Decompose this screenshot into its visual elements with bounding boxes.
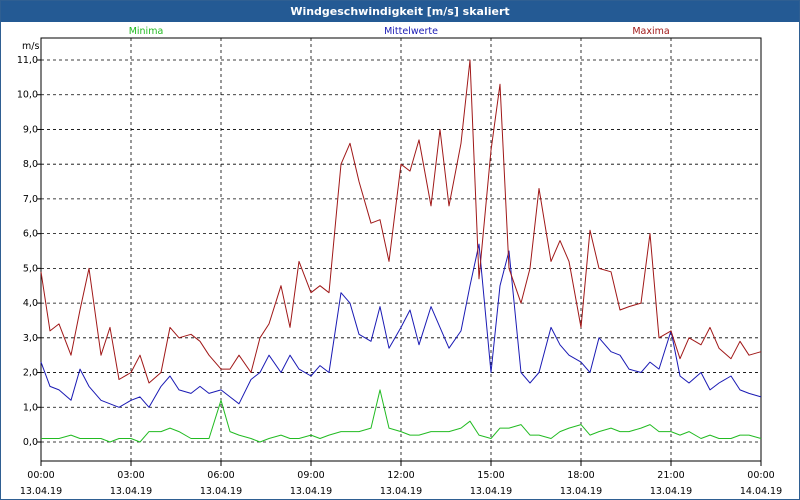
y-tick-label: 6,0 [23, 229, 38, 240]
series-line-mittelwerte [40, 243, 762, 408]
x-tick-date-label: 13.04.19 [290, 486, 332, 497]
x-tick-date-label: 13.04.19 [380, 486, 422, 497]
series-line-maxima [40, 59, 762, 384]
x-tick-time-label: 09:00 [297, 470, 324, 481]
x-tick-date-label: 13.04.19 [650, 486, 692, 497]
y-tick-label: 9,0 [23, 124, 38, 135]
y-tick-label: 7,0 [23, 194, 38, 205]
x-tick-time-label: 18:00 [567, 470, 594, 481]
legend: Minima Mittelwerte Maxima [129, 26, 670, 37]
y-tick-label: 1,0 [23, 402, 38, 413]
x-tick-date-label: 14.04.19 [740, 486, 782, 497]
y-axis-unit: m/s [22, 41, 39, 52]
x-axis: 00:00 13.04.19 03:00 13.04.19 06:00 13.04.19 0… [20, 461, 782, 497]
y-tick-label: 0,0 [23, 437, 38, 448]
x-tick-time-label: 06:00 [207, 470, 234, 481]
series-line-minima [41, 389, 762, 443]
legend-entry-minima: Minima [129, 26, 164, 37]
x-tick-date-label: 13.04.19 [110, 486, 152, 497]
y-tick-label: 10,0 [17, 90, 38, 101]
y-tick-label: 2,0 [23, 368, 38, 379]
x-tick-time-label: 00:00 [27, 470, 54, 481]
legend-entry-maxima: Maxima [632, 26, 669, 37]
x-tick-time-label: 00:00 [747, 470, 774, 481]
x-tick-date-label: 13.04.19 [200, 486, 242, 497]
y-axis: m/s 0,0 1,0 2,0 3,0 4,0 5,0 6,0 7,0 8,0 9,0 10,0 11… [17, 41, 41, 448]
y-tick-label: 8,0 [23, 159, 38, 170]
x-tick-time-label: 12:00 [387, 470, 414, 481]
x-tick-time-label: 21:00 [657, 470, 684, 481]
series-lines [40, 59, 762, 443]
x-tick-time-label: 03:00 [117, 470, 144, 481]
y-tick-label: 5,0 [23, 263, 38, 274]
y-tick-label: 4,0 [23, 298, 38, 309]
legend-entry-mittelwerte: Mittelwerte [384, 26, 438, 37]
y-tick-label: 11,0 [17, 55, 38, 66]
y-tick-label: 3,0 [23, 333, 38, 344]
x-tick-date-label: 13.04.19 [560, 486, 602, 497]
x-tick-date-label: 13.04.19 [20, 486, 62, 497]
x-tick-time-label: 15:00 [477, 470, 504, 481]
window-title: Windgeschwindigkeit [m/s] skaliert [1, 1, 799, 22]
x-tick-date-label: 13.04.19 [470, 486, 512, 497]
